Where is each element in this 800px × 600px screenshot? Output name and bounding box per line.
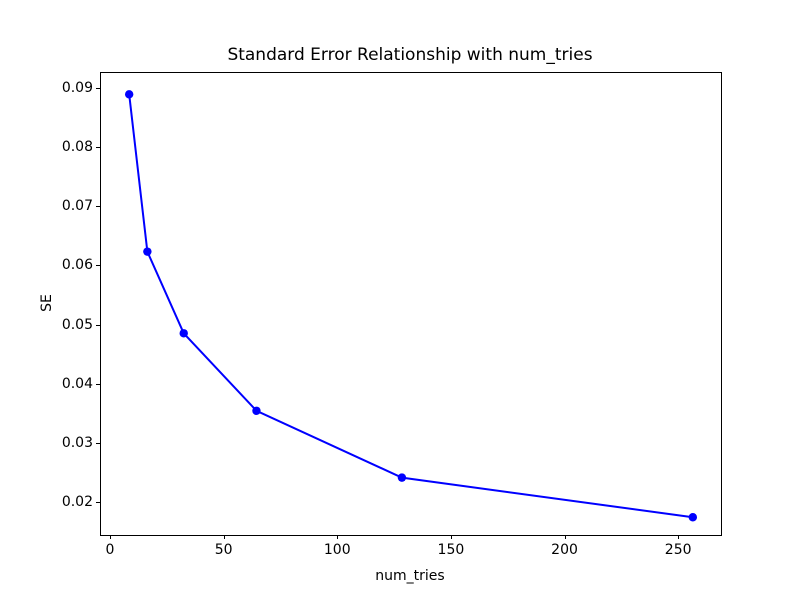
- y-tick-mark: [96, 206, 100, 208]
- data-point: [143, 247, 152, 256]
- y-tick-label: 0.05: [61, 316, 93, 333]
- y-tick-label: 0.07: [61, 198, 93, 215]
- y-tick-mark: [96, 383, 100, 385]
- y-tick-label: 0.06: [61, 257, 93, 274]
- y-tick-mark: [96, 502, 100, 504]
- plot-area: [100, 72, 722, 536]
- x-tick-mark: [337, 535, 339, 539]
- y-tick-mark: [96, 147, 100, 149]
- x-tick-mark: [223, 535, 225, 539]
- data-point: [688, 513, 698, 522]
- x-tick-mark: [678, 535, 680, 539]
- y-tick-label: 0.08: [61, 139, 93, 156]
- x-tick-label: 50: [214, 542, 233, 558]
- y-tick-label: 0.03: [61, 434, 93, 451]
- line-chart: [124, 90, 698, 522]
- data-point: [397, 473, 407, 482]
- y-tick-mark: [96, 324, 100, 326]
- x-axis-label: num_tries: [375, 568, 445, 584]
- y-tick-label: 0.02: [61, 494, 93, 511]
- x-tick-mark: [110, 535, 111, 539]
- x-tick-mark: [450, 535, 452, 539]
- x-tick-label: 0: [105, 542, 115, 558]
- x-tick-label: 150: [437, 542, 465, 558]
- y-tick-mark: [96, 265, 100, 267]
- data-point: [179, 329, 188, 338]
- y-axis-label: SE: [39, 294, 55, 312]
- series-line: [128, 94, 693, 519]
- y-tick-mark: [96, 442, 100, 444]
- data-point: [124, 90, 134, 99]
- x-tick-mark: [564, 535, 566, 539]
- y-tick-mark: [96, 87, 100, 89]
- x-tick-label: 100: [323, 542, 351, 558]
- y-tick-label: 0.04: [61, 375, 93, 392]
- x-tick-label: 200: [551, 542, 578, 558]
- data-point: [252, 406, 261, 415]
- y-tick-label: 0.09: [61, 79, 93, 96]
- chart-title: Standard Error Relationship with num_tri…: [227, 45, 593, 65]
- x-tick-label: 250: [664, 542, 692, 558]
